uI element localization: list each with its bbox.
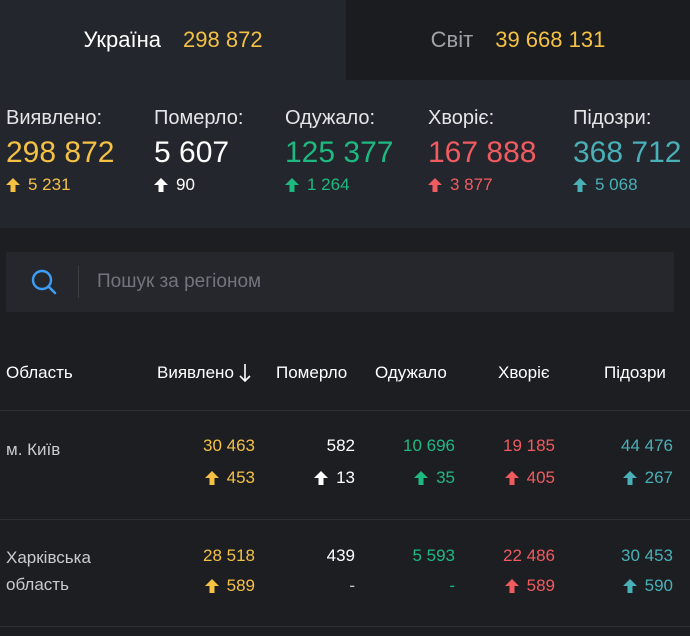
- tab-world-label: Світ: [430, 27, 474, 52]
- arrow-up-icon: [204, 471, 219, 485]
- tab-ukraine[interactable]: Україна 298 872: [0, 0, 346, 80]
- stat-suspected-label: Підозри:: [573, 107, 652, 129]
- table-row[interactable]: м. Київ 30 463 453 582 13 10 696 35 19 1…: [0, 436, 690, 516]
- stat-detected-delta: 5 231: [6, 176, 114, 193]
- header-detected-label: Виявлено: [157, 363, 234, 382]
- detected-delta-value: 453: [226, 468, 255, 487]
- stat-sick-value: 167 888: [428, 136, 537, 169]
- arrow-up-icon: [6, 177, 20, 192]
- suspected-value: 30 453: [621, 546, 673, 565]
- deaths-value: 582: [326, 436, 355, 455]
- stat-recovered: Одужало: 125 377 1 264: [285, 108, 393, 193]
- search-separator: [78, 266, 79, 298]
- suspected-delta-value: 267: [644, 468, 673, 487]
- arrow-up-icon: [622, 579, 637, 593]
- search-icon[interactable]: [30, 268, 58, 296]
- detected-delta-value: 589: [226, 576, 255, 595]
- stat-detected: Виявлено: 298 872 5 231: [6, 108, 114, 193]
- arrow-up-icon: [285, 177, 299, 192]
- tab-ukraine-value: 298 872: [183, 27, 263, 52]
- stat-sick-delta: 3 877: [428, 176, 536, 193]
- row-divider: [0, 519, 690, 520]
- sick-delta-value: 589: [526, 576, 555, 595]
- suspected-delta: 267: [622, 468, 673, 488]
- arrow-up-icon: [622, 471, 637, 485]
- stat-deaths-delta-value: 90: [176, 175, 195, 194]
- deaths-value: 439: [326, 546, 355, 565]
- summary-stats: Виявлено: 298 872 5 231 Померло: 5 607 9…: [0, 80, 690, 228]
- stat-suspected-value: 368 712: [573, 136, 682, 169]
- recovered-delta: 35: [414, 468, 455, 488]
- header-deaths[interactable]: Померло: [276, 363, 348, 382]
- header-sick[interactable]: Хворіє: [498, 363, 550, 382]
- recovered-value: 5 593: [412, 546, 455, 565]
- stat-deaths-delta: 90: [154, 176, 243, 193]
- recovered-value: 10 696: [403, 436, 455, 455]
- stat-detected-label: Виявлено:: [6, 107, 103, 129]
- arrow-up-icon: [204, 579, 219, 593]
- arrow-up-icon: [504, 471, 519, 485]
- search-input[interactable]: [97, 271, 637, 293]
- sick-delta: 589: [504, 576, 555, 596]
- country-tabs: Україна 298 872 Світ 39 668 131: [0, 0, 690, 80]
- sort-down-arrow-icon: [239, 364, 251, 383]
- region-search: [6, 252, 674, 312]
- stat-recovered-value: 125 377: [285, 136, 394, 169]
- stat-suspected-delta: 5 068: [573, 176, 681, 193]
- stat-deaths-label: Померло:: [154, 107, 244, 129]
- header-detected[interactable]: Виявлено: [157, 363, 252, 383]
- recovered-delta-value: 35: [436, 468, 455, 487]
- header-suspected[interactable]: Підозри: [604, 363, 666, 382]
- stat-sick-label: Хворіє:: [428, 107, 495, 129]
- detected-delta: 453: [204, 468, 255, 488]
- row-divider: [0, 626, 690, 627]
- table-row[interactable]: Харківська область 28 518 589 439 - 5 59…: [0, 544, 690, 624]
- sick-value: 22 486: [503, 546, 555, 565]
- deaths-delta: 13: [314, 468, 355, 488]
- suspected-value: 44 476: [621, 436, 673, 455]
- arrow-up-icon: [573, 177, 587, 192]
- stat-recovered-delta-value: 1 264: [307, 175, 350, 194]
- suspected-delta: 590: [622, 576, 673, 596]
- sick-value: 19 185: [503, 436, 555, 455]
- suspected-delta-value: 590: [644, 576, 673, 595]
- region-name-line1: Харківська: [6, 548, 91, 567]
- stat-sick-delta-value: 3 877: [450, 175, 493, 194]
- stat-deaths-value: 5 607: [154, 136, 230, 169]
- region-name: Харківська область: [6, 544, 91, 598]
- stat-recovered-label: Одужало:: [285, 107, 376, 129]
- detected-value: 30 463: [203, 436, 255, 455]
- arrow-up-icon: [414, 471, 429, 485]
- deaths-delta-value: 13: [336, 468, 355, 487]
- region-name: м. Київ: [6, 440, 61, 459]
- arrow-up-icon: [314, 471, 329, 485]
- stat-sick: Хворіє: 167 888 3 877: [428, 108, 536, 193]
- regions-panel: [0, 228, 690, 636]
- recovered-delta-value: -: [449, 576, 455, 595]
- stat-detected-value: 298 872: [6, 136, 115, 169]
- stat-detected-delta-value: 5 231: [28, 175, 71, 194]
- region-name-line2: область: [6, 575, 69, 594]
- row-divider: [0, 410, 690, 411]
- stat-deaths: Померло: 5 607 90: [154, 108, 243, 193]
- tab-world-value: 39 668 131: [495, 27, 606, 52]
- header-region[interactable]: Область: [6, 363, 73, 382]
- arrow-up-icon: [504, 579, 519, 593]
- tab-world[interactable]: Світ 39 668 131: [346, 0, 690, 80]
- sick-delta-value: 405: [526, 468, 555, 487]
- stat-recovered-delta: 1 264: [285, 176, 393, 193]
- deaths-delta-value: -: [349, 576, 355, 595]
- stat-suspected-delta-value: 5 068: [595, 175, 638, 194]
- stat-suspected: Підозри: 368 712 5 068: [573, 108, 681, 193]
- tab-ukraine-label: Україна: [83, 27, 162, 52]
- detected-delta: 589: [204, 576, 255, 596]
- sick-delta: 405: [504, 468, 555, 488]
- arrow-up-icon: [428, 177, 442, 192]
- table-header: Область Виявлено Померло Одужало Хворіє …: [0, 355, 690, 395]
- detected-value: 28 518: [203, 546, 255, 565]
- header-recovered[interactable]: Одужало: [375, 363, 447, 382]
- arrow-up-icon: [154, 177, 168, 192]
